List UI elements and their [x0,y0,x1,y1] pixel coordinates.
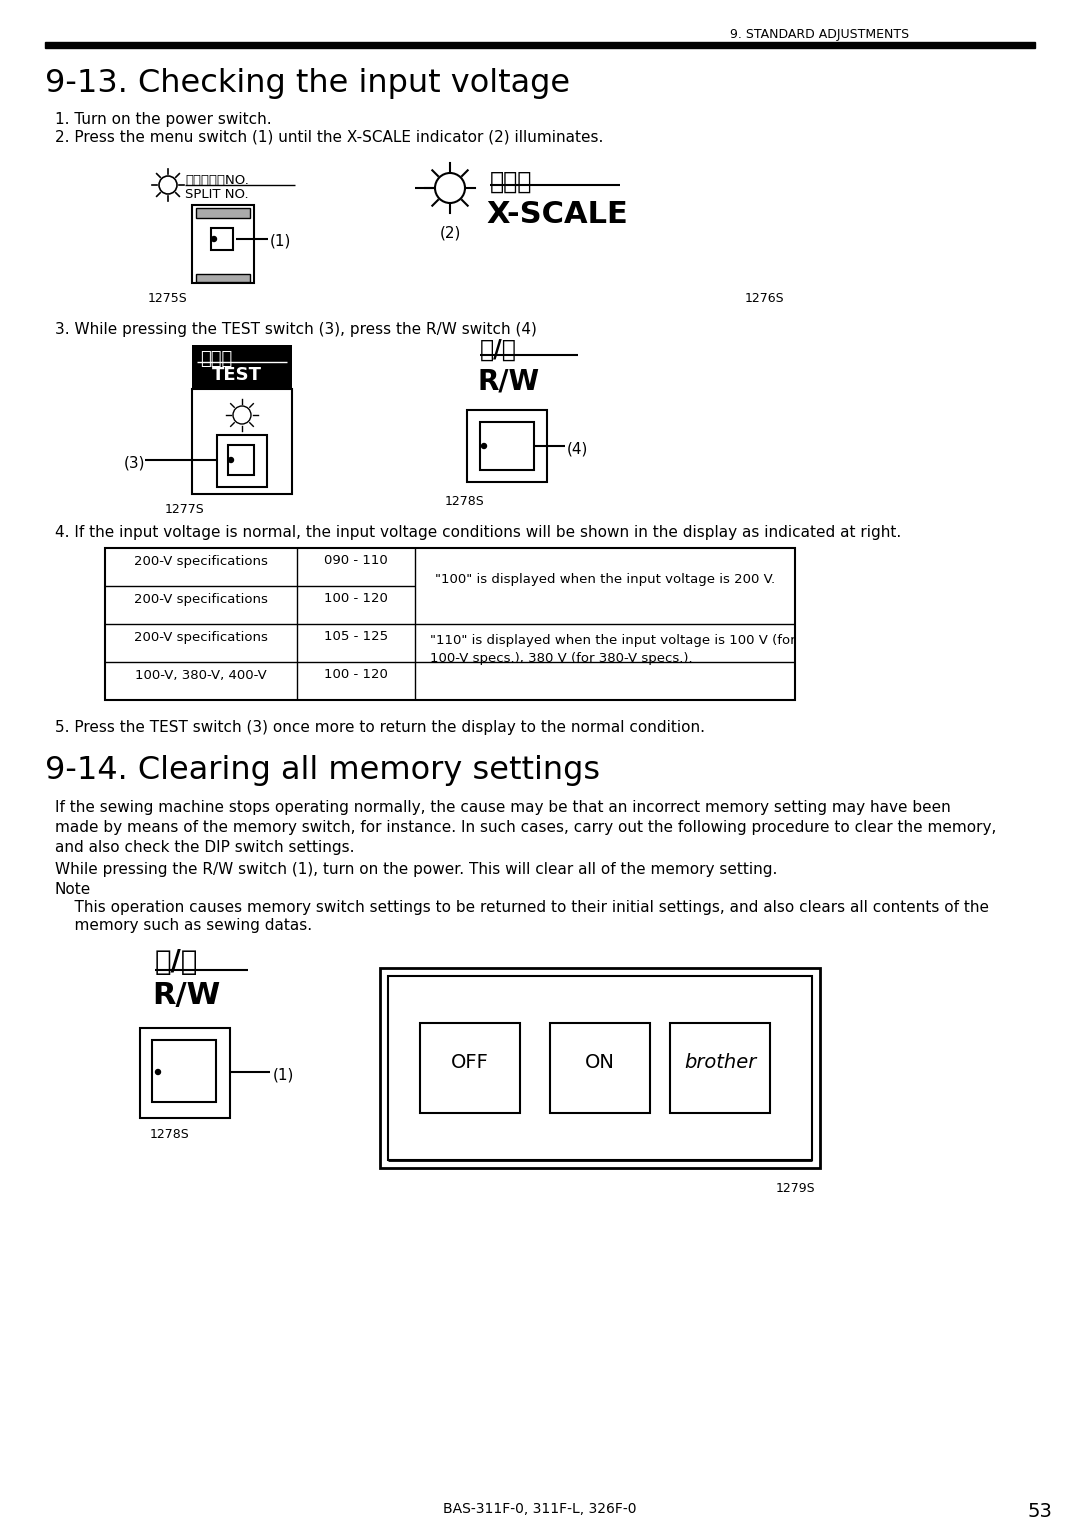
Bar [467,410,546,481]
Bar [140,1028,230,1118]
Text: brother: brother [684,1053,756,1071]
Text: If the sewing machine stops operating normally, the cause may be that an incorre: If the sewing machine stops operating no… [55,801,950,814]
Text: BAS-311F-0, 311F-L, 326F-0: BAS-311F-0, 311F-L, 326F-0 [443,1502,637,1516]
Bar [550,1024,650,1112]
Text: 100 - 120: 100 - 120 [324,593,388,605]
Text: 090 - 110: 090 - 110 [324,555,388,567]
Text: OFF: OFF [451,1053,489,1071]
Text: (4): (4) [567,442,589,457]
Text: 3. While pressing the TEST switch (3), press the R/W switch (4): 3. While pressing the TEST switch (3), p… [55,322,537,338]
Text: 100-V, 380-V, 400-V: 100-V, 380-V, 400-V [135,669,267,681]
Bar [420,1024,519,1112]
Text: 200-V specifications: 200-V specifications [134,593,268,605]
Bar [380,969,820,1167]
Text: 1279S: 1279S [775,1183,815,1195]
Bar [45,41,1035,47]
Text: 4. If the input voltage is normal, the input voltage conditions will be shown in: 4. If the input voltage is normal, the i… [55,526,901,539]
Text: 100-V specs.), 380 V (for 380-V specs.).: 100-V specs.), 380 V (for 380-V specs.). [430,652,692,665]
Text: 1275S: 1275S [148,292,188,306]
Text: 1. Turn on the power switch.: 1. Turn on the power switch. [55,112,272,127]
Bar [195,208,249,219]
Text: (3): (3) [124,455,146,471]
Text: 1278S: 1278S [445,495,485,507]
Text: "100" is displayed when the input voltage is 200 V.: "100" is displayed when the input voltag… [435,573,775,587]
Text: 9. STANDARD ADJUSTMENTS: 9. STANDARD ADJUSTMENTS [730,28,909,41]
Bar [211,228,233,251]
Text: スプリットNO.: スプリットNO. [185,174,248,186]
Text: 9-14. Clearing all memory settings: 9-14. Clearing all memory settings [45,755,600,785]
Text: and also check the DIP switch settings.: and also check the DIP switch settings. [55,840,354,856]
Text: (1): (1) [273,1068,295,1083]
Text: SPLIT NO.: SPLIT NO. [185,188,248,202]
Text: (2): (2) [440,225,461,240]
Text: 5. Press the TEST switch (3) once more to return the display to the normal condi: 5. Press the TEST switch (3) once more t… [55,720,705,735]
Bar [195,274,249,283]
Text: R/W: R/W [477,368,539,396]
Bar [480,422,534,471]
Bar [217,435,267,487]
Text: memory such as sewing datas.: memory such as sewing datas. [55,918,312,934]
Text: テスト: テスト [200,350,232,368]
Text: This operation causes memory switch settings to be returned to their initial set: This operation causes memory switch sett… [55,900,989,915]
Text: 9-13. Checking the input voltage: 9-13. Checking the input voltage [45,69,570,99]
Bar [192,205,254,283]
Text: 100 - 120: 100 - 120 [324,669,388,681]
Circle shape [156,1070,161,1074]
Text: 53: 53 [1027,1502,1052,1520]
Bar [228,445,254,475]
Circle shape [229,457,233,463]
Text: 1278S: 1278S [150,1128,190,1141]
Text: made by means of the memory switch, for instance. In such cases, carry out the f: made by means of the memory switch, for … [55,821,997,834]
Text: 読/書: 読/書 [156,947,199,976]
Circle shape [212,237,216,241]
Text: While pressing the R/W switch (1), turn on the power. This will clear all of the: While pressing the R/W switch (1), turn … [55,862,778,877]
Text: X-SCALE: X-SCALE [486,200,627,229]
Text: (1): (1) [270,234,292,249]
Bar [192,345,292,390]
Circle shape [482,443,486,449]
Text: 200-V specifications: 200-V specifications [134,631,268,643]
Text: 1277S: 1277S [165,503,205,516]
Text: Note: Note [55,882,91,897]
Text: 105 - 125: 105 - 125 [324,631,388,643]
Text: 1276S: 1276S [745,292,785,306]
Text: R/W: R/W [152,981,220,1010]
Text: TEST: TEST [212,367,262,384]
Bar [105,549,795,700]
Bar [192,390,292,494]
Text: 読/書: 読/書 [480,338,517,362]
Text: ON: ON [585,1053,615,1071]
Text: "110" is displayed when the input voltage is 100 V (for: "110" is displayed when the input voltag… [430,634,796,646]
Text: 2. Press the menu switch (1) until the X-SCALE indicator (2) illuminates.: 2. Press the menu switch (1) until the X… [55,130,604,145]
Bar [670,1024,770,1112]
Text: 横倍率: 横倍率 [490,170,532,194]
Text: 200-V specifications: 200-V specifications [134,555,268,567]
Bar [388,976,812,1160]
Bar [152,1041,216,1102]
